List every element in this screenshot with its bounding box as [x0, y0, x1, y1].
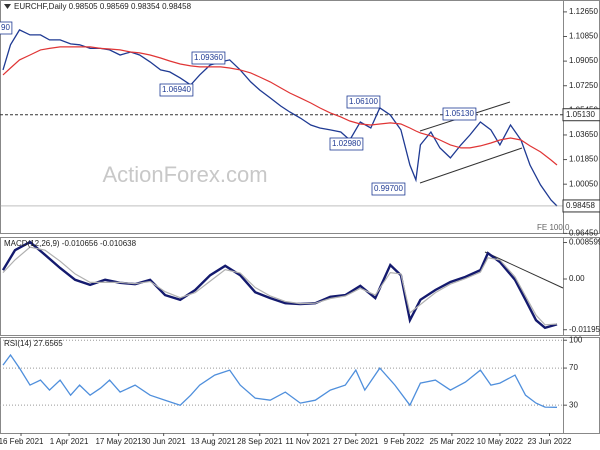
channel-lower	[419, 147, 523, 184]
menu-icon	[4, 4, 11, 9]
annotation-box	[191, 51, 226, 65]
x-tick-label: 16 Feb 2021	[0, 437, 44, 446]
y-tick-label: 1.01850	[569, 155, 598, 164]
x-tick-label: 13 Aug 2021	[191, 437, 236, 446]
y-tick-label: 1.07250	[569, 81, 598, 90]
annotation-box	[346, 95, 381, 109]
annotation-box	[442, 107, 477, 121]
x-tick-label: 17 May 2021	[95, 437, 142, 446]
y-tick-label: 1.09050	[569, 56, 598, 65]
x-tick-label: 10 May 2022	[477, 437, 524, 446]
x-tick-label: 11 Nov 2021	[285, 437, 330, 446]
x-tick-label: 25 Mar 2022	[429, 437, 474, 446]
series-line	[2, 353, 558, 408]
panel-title: MACD(12,26,9) -0.010656 -0.010638	[4, 239, 137, 248]
annotation-box	[159, 83, 194, 97]
y-tick-label: 1.12650	[569, 7, 598, 16]
last-price-label: 0.98458	[566, 201, 595, 210]
y-tick-label: 0.96450	[569, 229, 598, 238]
annotation: 0.99700	[374, 184, 403, 193]
y-tick-label: 100	[569, 335, 583, 344]
annotation: 1.09360	[194, 53, 223, 62]
y-tick-label: 0.008599	[569, 238, 600, 247]
annotation-box	[0, 21, 13, 35]
panel-title: RSI(14) 27.6565	[4, 339, 63, 348]
x-tick-label: 9 Feb 2022	[384, 437, 425, 446]
y-tick-label: 1.00050	[569, 179, 598, 188]
y-tick-label: 30	[569, 400, 578, 409]
y-tick-label: 70	[569, 363, 578, 372]
annotation: FE 100.0	[537, 223, 570, 232]
annotation: 1.06940	[162, 85, 191, 94]
series-line	[2, 246, 558, 326]
macd-trendline	[484, 251, 564, 289]
y-tick-label: 0.00	[569, 274, 585, 283]
annotation: 1.05130	[445, 109, 474, 118]
x-tick-label: 1 Apr 2021	[50, 437, 89, 446]
annotation: 1.02980	[332, 139, 361, 148]
annotation-box	[371, 182, 406, 196]
reference-label-box	[562, 108, 600, 122]
last-price-box	[562, 199, 600, 213]
series-line	[2, 29, 558, 207]
x-tick-label: 27 Dec 2021	[333, 437, 379, 446]
series-line	[2, 46, 558, 166]
watermark: ActionForex.com	[102, 162, 267, 187]
y-tick-label: -0.011958	[569, 325, 600, 334]
annotation-box	[329, 137, 364, 151]
annotation: 90	[1, 23, 10, 32]
panel-title: EURCHF,Daily 0.98505 0.98569 0.98354 0.9…	[14, 2, 192, 11]
x-tick-label: 30 Jun 2021	[142, 437, 187, 446]
annotation: 1.06100	[349, 97, 378, 106]
x-tick-label: 23 Jun 2022	[527, 437, 572, 446]
y-tick-label: 1.10850	[569, 32, 598, 41]
reference-label: 1.05130	[566, 110, 595, 119]
y-tick-label: 1.03650	[569, 130, 598, 139]
x-tick-label: 28 Sep 2021	[237, 437, 283, 446]
